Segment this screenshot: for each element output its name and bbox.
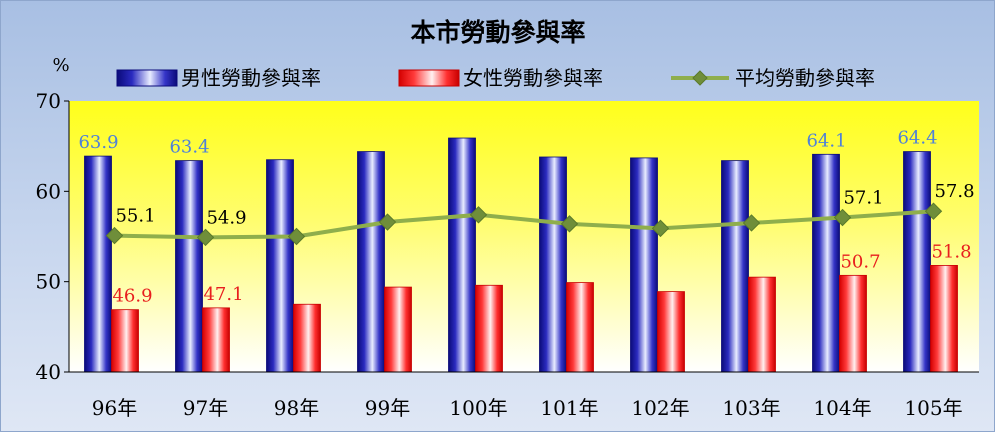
bar-female <box>657 291 685 373</box>
bar-male <box>539 156 567 373</box>
bar-male <box>630 157 658 373</box>
legend-label-average: 平均勞動參與率 <box>735 66 875 90</box>
data-labels: 63.9 46.9 55.1 63.4 47.1 54.9 64.1 50.7 57.1 64.4… <box>78 128 974 307</box>
bar-female <box>293 303 321 373</box>
data-label-average: 55.1 <box>115 206 155 227</box>
x-tick-label: 99年 <box>365 396 410 420</box>
data-label-female: 47.1 <box>203 284 243 305</box>
chart-title: 本市勞動參與率 <box>410 18 585 47</box>
point-average <box>560 215 579 233</box>
data-label-average: 57.8 <box>934 181 974 202</box>
x-tick-label: 101年 <box>540 396 598 420</box>
bar-male <box>812 153 840 373</box>
bar-male <box>357 151 385 373</box>
x-tick-label: 104年 <box>813 396 871 420</box>
y-tick-label: 70 <box>36 89 61 113</box>
legend-label-female: 女性勞動參與率 <box>463 66 603 90</box>
line-average <box>114 209 934 240</box>
data-label-female: 51.8 <box>931 241 971 262</box>
x-tick-label: 103年 <box>722 396 780 420</box>
bar-female <box>748 276 776 373</box>
data-label-female: 50.7 <box>840 251 880 272</box>
bar-marks <box>84 137 958 373</box>
bar-male <box>84 155 112 373</box>
point-average <box>924 202 943 220</box>
bar-male <box>903 151 931 373</box>
y-tick-label: 60 <box>36 179 61 203</box>
bar-male <box>448 137 476 373</box>
x-tick-label: 102年 <box>631 396 689 420</box>
bar-female <box>202 307 230 373</box>
legend-marker-average <box>692 70 708 86</box>
legend: 男性勞動參與率 女性勞動參與率 平均勞動參與率 <box>116 66 875 90</box>
bar-female <box>566 282 594 373</box>
bar-female <box>475 284 503 373</box>
y-axis-unit: % <box>52 55 69 76</box>
y-axis: 40 50 60 70 <box>36 89 70 384</box>
legend-swatch-male <box>116 69 178 87</box>
point-average <box>105 226 124 245</box>
x-tick-label: 98年 <box>274 396 319 420</box>
bar-male <box>175 160 203 373</box>
data-label-male: 64.4 <box>897 128 937 149</box>
data-label-average: 57.1 <box>843 188 883 209</box>
bar-female <box>111 309 139 373</box>
bar-female <box>384 286 412 373</box>
data-label-male: 63.4 <box>169 137 209 158</box>
x-tick-label: 97年 <box>183 396 228 420</box>
x-tick-label: 96年 <box>92 396 137 420</box>
point-average <box>378 213 397 231</box>
x-tick-label: 100年 <box>449 396 507 420</box>
x-axis: 96年 97年 98年 99年 100年 101年 102年 103年 104年 105年 <box>69 371 979 420</box>
x-tick-label: 105年 <box>904 396 962 420</box>
legend-swatch-female <box>398 69 460 87</box>
data-label-male: 64.1 <box>806 130 846 151</box>
legend-label-male: 男性勞動參與率 <box>181 66 321 90</box>
point-average <box>833 208 852 227</box>
data-label-female: 46.9 <box>112 286 152 307</box>
point-average <box>469 206 488 224</box>
y-tick-label: 40 <box>36 360 61 384</box>
data-label-average: 54.9 <box>206 207 246 228</box>
point-average <box>651 219 670 238</box>
line-marks <box>105 202 943 247</box>
y-tick-label: 50 <box>36 270 61 294</box>
bar-female <box>839 274 867 373</box>
point-average <box>287 227 306 246</box>
bar-female <box>930 265 958 373</box>
point-average <box>742 214 761 232</box>
bar-male <box>266 159 294 373</box>
data-label-male: 63.9 <box>78 132 118 153</box>
bar-male <box>721 160 749 373</box>
point-average <box>196 228 215 247</box>
